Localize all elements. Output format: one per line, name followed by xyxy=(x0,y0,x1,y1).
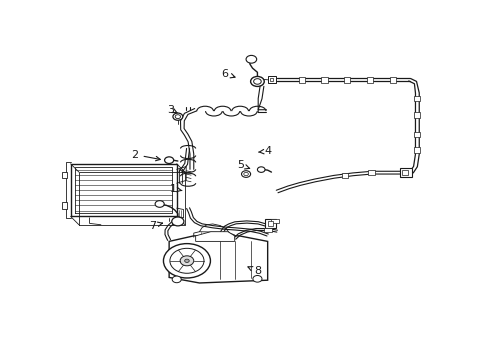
Circle shape xyxy=(245,55,256,63)
Circle shape xyxy=(164,157,173,163)
Bar xyxy=(321,77,327,82)
Bar xyxy=(400,168,411,177)
Bar xyxy=(267,221,272,226)
Circle shape xyxy=(252,275,262,282)
Text: 7: 7 xyxy=(149,221,162,231)
Circle shape xyxy=(163,244,210,278)
Text: 6: 6 xyxy=(221,69,235,79)
Bar xyxy=(62,202,67,209)
Circle shape xyxy=(172,276,181,283)
Bar xyxy=(366,77,372,82)
Bar xyxy=(341,174,347,179)
Bar xyxy=(389,77,395,82)
Bar xyxy=(413,132,420,138)
Bar xyxy=(413,147,420,153)
Bar xyxy=(264,219,275,228)
Circle shape xyxy=(173,113,183,120)
Text: 3: 3 xyxy=(167,105,177,115)
Bar xyxy=(413,96,420,102)
Circle shape xyxy=(241,171,250,177)
Circle shape xyxy=(171,217,183,226)
Circle shape xyxy=(250,76,264,86)
Bar xyxy=(413,112,420,118)
Bar xyxy=(270,78,273,81)
Bar xyxy=(62,172,67,178)
Bar xyxy=(298,77,304,82)
Circle shape xyxy=(253,79,261,84)
Text: 4: 4 xyxy=(258,146,271,156)
Circle shape xyxy=(244,172,248,176)
Text: 8: 8 xyxy=(247,266,261,276)
Text: 1: 1 xyxy=(169,184,182,194)
Circle shape xyxy=(175,115,180,118)
Circle shape xyxy=(155,201,164,207)
Circle shape xyxy=(184,259,189,262)
Bar xyxy=(367,170,374,175)
Polygon shape xyxy=(169,236,267,283)
Text: 2: 2 xyxy=(131,150,160,161)
Bar xyxy=(344,77,349,82)
Text: 5: 5 xyxy=(236,160,249,170)
Circle shape xyxy=(169,248,203,273)
Bar xyxy=(264,228,272,232)
Circle shape xyxy=(257,167,264,172)
Bar xyxy=(401,170,407,175)
Circle shape xyxy=(180,256,193,266)
Bar xyxy=(271,219,279,223)
Polygon shape xyxy=(195,232,234,242)
Bar xyxy=(267,76,275,82)
